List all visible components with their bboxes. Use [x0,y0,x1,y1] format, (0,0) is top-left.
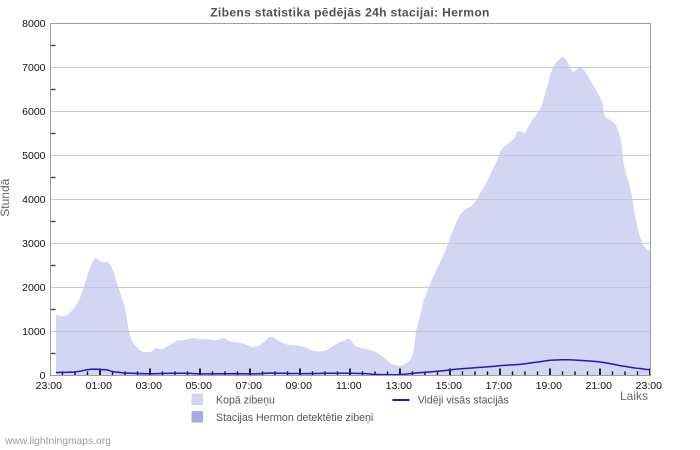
svg-text:21:00: 21:00 [586,380,612,392]
svg-text:0: 0 [40,370,46,382]
svg-text:Stacijas Hermon detektētie zib: Stacijas Hermon detektētie zibeņi [216,412,373,424]
svg-text:15:00: 15:00 [436,380,462,392]
svg-text:09:00: 09:00 [286,380,312,392]
svg-text:11:00: 11:00 [336,380,362,392]
svg-text:5000: 5000 [22,150,46,162]
svg-text:1000: 1000 [22,326,46,338]
svg-text:4000: 4000 [22,194,46,206]
svg-text:19:00: 19:00 [536,380,562,392]
svg-text:Stundā: Stundā [0,178,12,216]
svg-text:13:00: 13:00 [386,380,412,392]
svg-text:17:00: 17:00 [486,380,512,392]
svg-text:8000: 8000 [22,18,46,30]
svg-text:2000: 2000 [22,282,46,294]
svg-text:03:00: 03:00 [136,380,162,392]
svg-text:23:00: 23:00 [636,380,662,392]
svg-text:Laiks: Laiks [620,389,648,403]
svg-text:3000: 3000 [22,238,46,250]
svg-text:07:00: 07:00 [236,380,262,392]
svg-text:7000: 7000 [22,62,46,74]
svg-text:Kopā zibeņu: Kopā zibeņu [216,394,275,406]
svg-text:6000: 6000 [22,106,46,118]
svg-text:01:00: 01:00 [86,380,112,392]
svg-text:Vidēji visās stacijās: Vidēji visās stacijās [418,394,509,406]
svg-text:05:00: 05:00 [186,380,212,392]
svg-text:23:00: 23:00 [36,380,62,392]
svg-text:www.lightningmaps.org: www.lightningmaps.org [4,436,111,447]
svg-text:Zibens statistika pēdējās 24h: Zibens statistika pēdējās 24h stacijai: … [210,5,490,19]
